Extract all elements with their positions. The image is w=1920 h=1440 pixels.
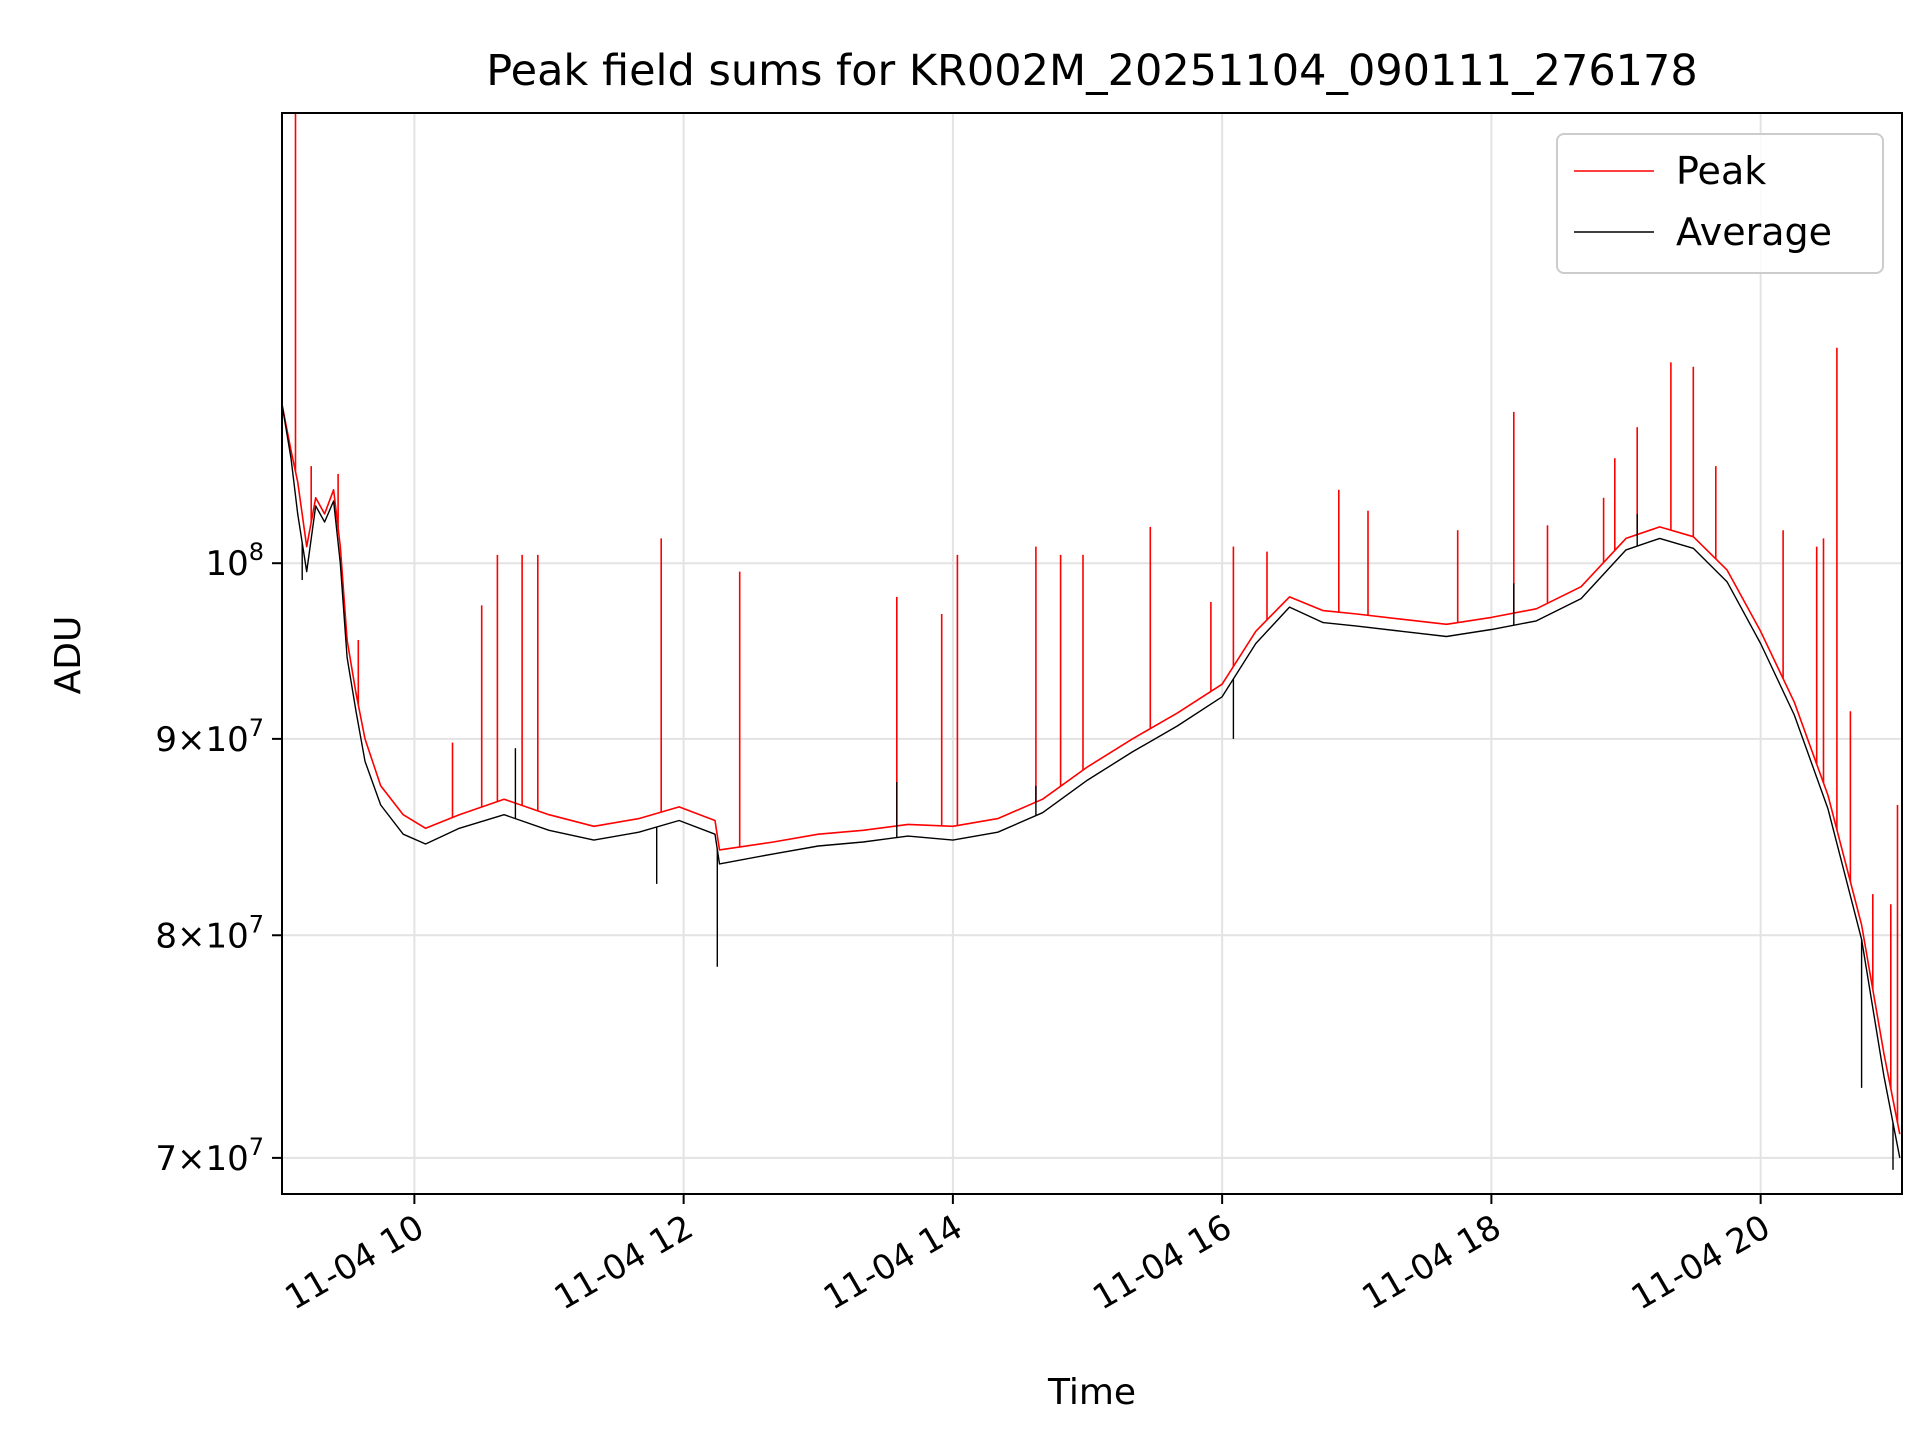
legend-box xyxy=(1556,133,1884,274)
series-average xyxy=(282,404,1901,1170)
chart-title: Peak field sums for KR002M_20251104_0901… xyxy=(486,46,1698,96)
y-tick-label: 7×107 xyxy=(155,1133,264,1179)
legend-label-peak: Peak xyxy=(1676,149,1766,193)
y-tick-label: 108 xyxy=(205,538,264,584)
series-line-average xyxy=(282,404,1901,1159)
legend: Peak Average xyxy=(1556,133,1884,274)
grid-lines xyxy=(282,113,1902,1194)
series-peak xyxy=(282,113,1901,1135)
y-tick-label: 9×107 xyxy=(155,714,264,760)
y-axis-label: ADU xyxy=(48,616,89,695)
y-tick-label: 8×107 xyxy=(155,910,264,956)
series-line-peak xyxy=(282,404,1901,1135)
y-axis-ticks: 7×107 8×107 9×107 108 xyxy=(155,538,282,1179)
x-axis-label: Time xyxy=(1047,1372,1136,1413)
legend-label-average: Average xyxy=(1676,210,1832,254)
series-layer xyxy=(282,113,1901,1170)
plot-frame xyxy=(281,112,1903,1195)
